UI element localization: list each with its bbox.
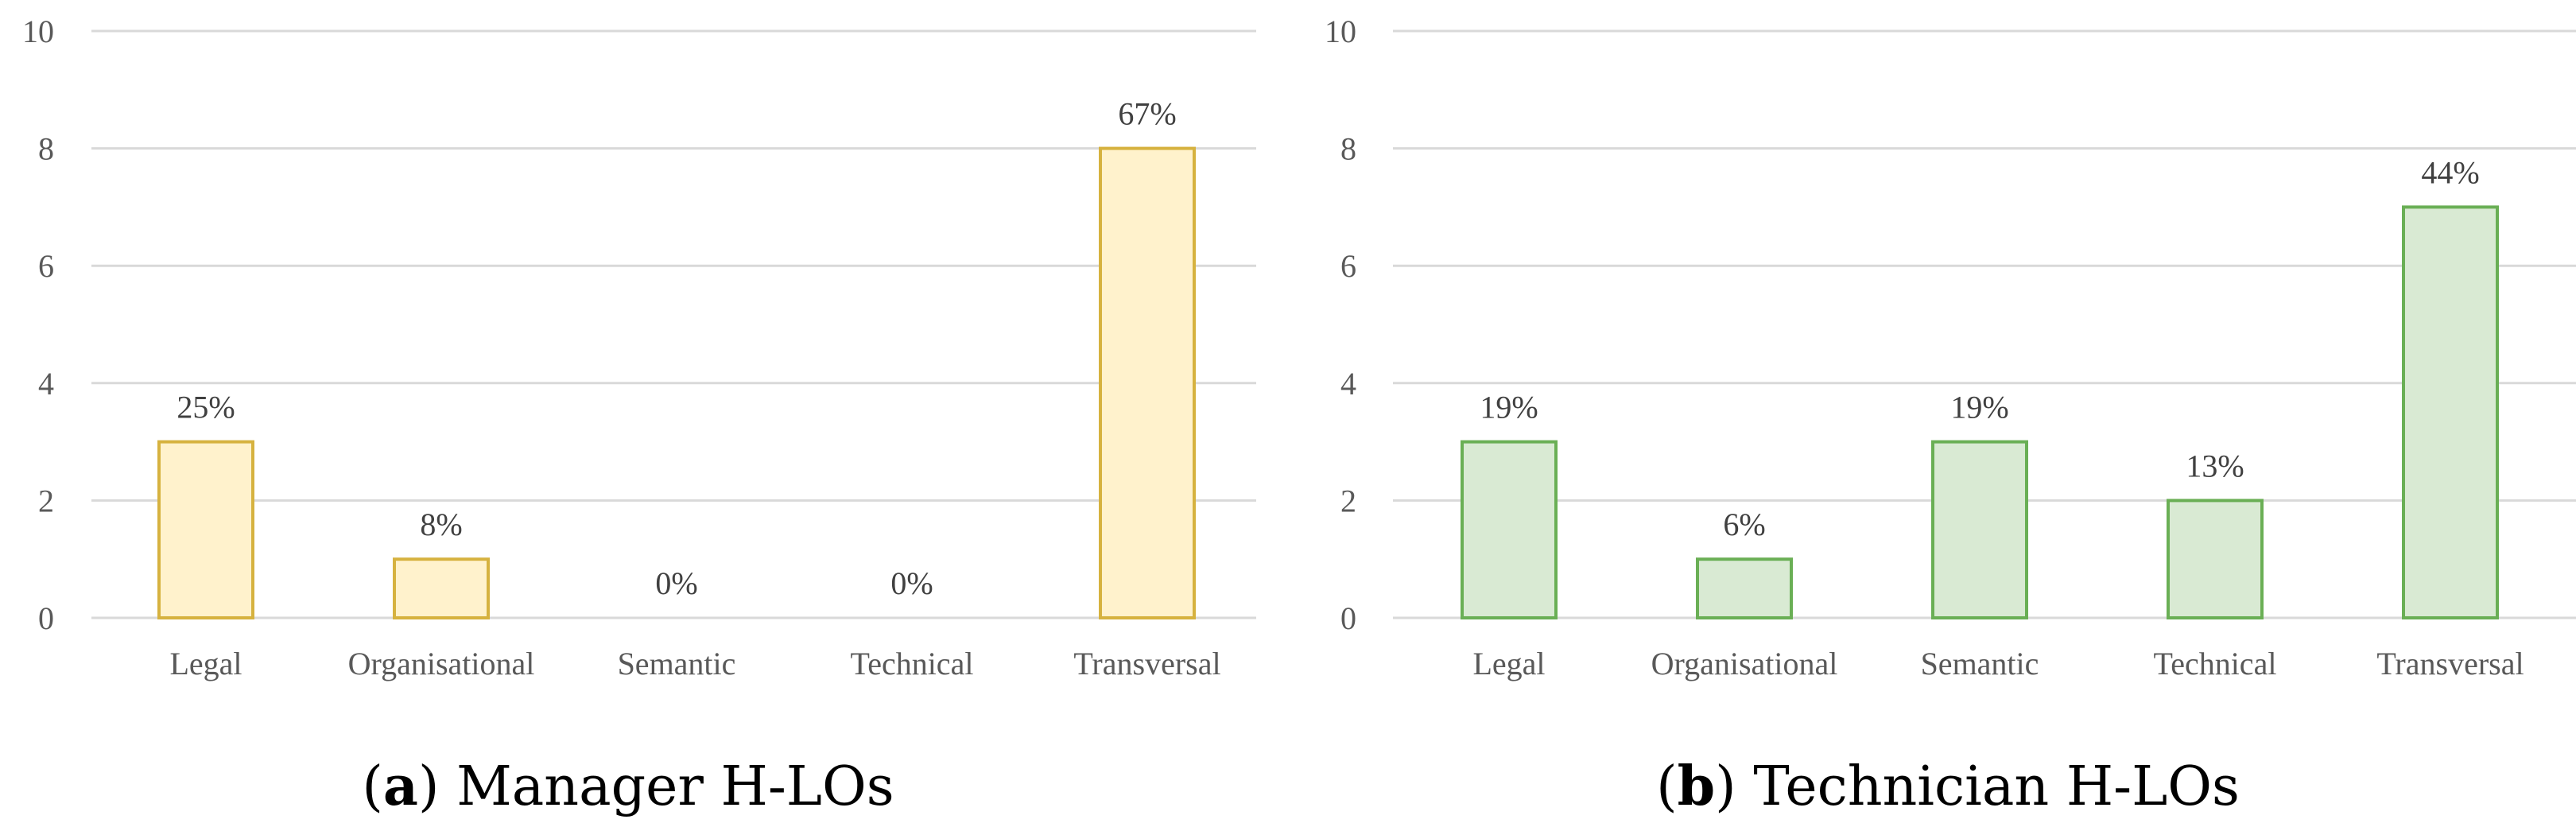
data-label: 13% (2186, 448, 2244, 483)
y-tick-label: 4 (1340, 366, 1356, 402)
data-label: 25% (177, 390, 235, 425)
data-label: 44% (2421, 154, 2479, 190)
data-label: 67% (1118, 96, 1176, 132)
bar (1696, 557, 1793, 620)
data-label: 0% (890, 565, 933, 601)
x-tick-label: Semantic (1921, 646, 2039, 681)
x-tick-label: Legal (1472, 646, 1545, 681)
y-tick-label: 6 (1340, 248, 1356, 284)
data-label: 8% (420, 507, 462, 542)
bar (393, 557, 490, 620)
x-tick-label: Semantic (618, 646, 736, 681)
chart-manager: 0 2 4 6 8 10 25% Legal 8% Organisational 0% Semanti… (22, 14, 1256, 681)
bar (157, 440, 254, 619)
data-label: 0% (655, 565, 697, 601)
data-label: 19% (1480, 390, 1538, 425)
x-tick-label: Transversal (1073, 646, 1220, 681)
bar (1931, 440, 2028, 619)
y-tick-label: 2 (1340, 483, 1356, 518)
y-tick-label: 10 (22, 14, 54, 49)
y-tick-label: 4 (38, 366, 54, 402)
y-tick-label: 0 (1340, 600, 1356, 636)
x-tick-label: Technical (851, 646, 974, 681)
x-tick-label: Organisational (1651, 646, 1838, 681)
y-tick-label: 6 (38, 248, 54, 284)
x-tick-label: Technical (2154, 646, 2277, 681)
caption-b: (b) Technician H-LOs (1656, 755, 2240, 818)
bar (2167, 499, 2264, 620)
x-tick-label: Legal (169, 646, 242, 681)
data-label: 19% (1950, 390, 2008, 425)
y-tick-label: 0 (38, 600, 54, 636)
y-tick-label: 8 (38, 131, 54, 167)
y-tick-label: 10 (1325, 14, 1356, 49)
bar (1461, 440, 1558, 619)
bar (1099, 146, 1196, 620)
y-tick-label: 8 (1340, 131, 1356, 167)
chart-technician: 0 2 4 6 8 10 19% Legal 6% Organisational 19% Semant… (1325, 14, 2576, 681)
bar (2402, 205, 2499, 619)
x-tick-label: Organisational (348, 646, 535, 681)
data-label: 6% (1723, 507, 1765, 542)
caption-a: (a) Manager H-LOs (362, 755, 894, 818)
x-tick-label: Transversal (2376, 646, 2524, 681)
y-tick-label: 2 (38, 483, 54, 518)
